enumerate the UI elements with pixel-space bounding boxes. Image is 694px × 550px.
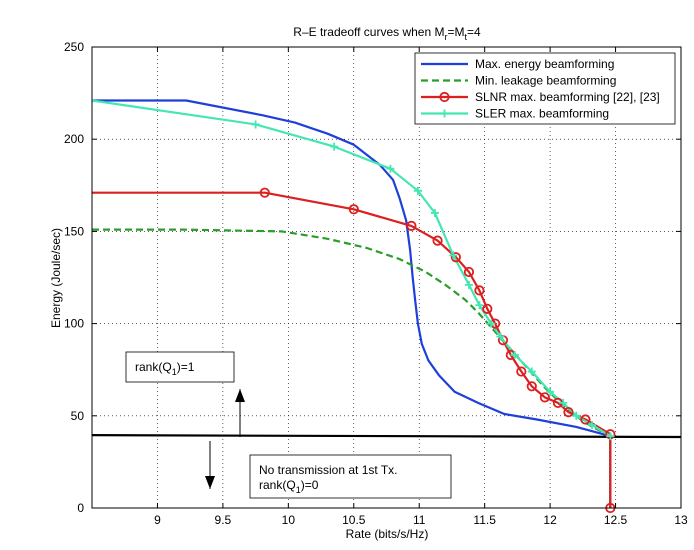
sler-point <box>475 301 484 310</box>
x-tick-label: 9.5 <box>215 513 232 527</box>
sler-point <box>496 332 505 341</box>
y-axis-label: Energy (Joule/sec) <box>49 228 63 328</box>
x-tick-label: 12.5 <box>604 513 628 527</box>
chart-title: R–E tradeoff curves when Mr=Mt=4 <box>293 25 481 42</box>
slnr-point <box>474 285 485 296</box>
slnr-point <box>563 407 574 418</box>
y-tick-label: 0 <box>77 501 84 515</box>
sler-point <box>587 421 596 430</box>
slnr-point <box>259 187 270 198</box>
slnr-point <box>526 381 537 392</box>
sler-point <box>546 387 555 396</box>
sler-point <box>449 251 458 260</box>
slnr-point <box>406 220 417 231</box>
plot-frame <box>91 46 682 509</box>
y-tick-label: 50 <box>71 409 85 423</box>
series-line-4 <box>91 99 611 438</box>
annotation-text-rank1: rank(Q1)=1 <box>135 360 195 377</box>
legend: Max. energy beamforming Min. leakage beam… <box>414 52 676 125</box>
slnr-point <box>450 252 461 263</box>
sler-point <box>527 367 536 376</box>
axis-ticks: 9 9.5 10 10.5 11 11.5 12 12.5 13 0 50 100 150 200 250 <box>64 40 688 527</box>
legend-label-1: Max. energy beamforming <box>475 57 614 71</box>
slnr-point <box>482 303 493 314</box>
annotation-text-rank0: No transmission at 1st Tx. <box>259 463 398 477</box>
y-tick-label: 250 <box>64 40 84 54</box>
slnr-point <box>348 204 359 215</box>
legend-marker-circle <box>439 91 450 103</box>
legend-label-2: Min. leakage beamforming <box>475 74 616 88</box>
rank-boundary-line <box>91 434 682 439</box>
x-axis-label: Rate (bits/s/Hz) <box>346 527 429 541</box>
x-tick-label: 11 <box>413 513 426 527</box>
sler-point <box>487 319 496 328</box>
x-tick-label: 12 <box>543 513 557 527</box>
y-tick-label: 200 <box>64 132 84 146</box>
x-tick-label: 13 <box>674 513 688 527</box>
sler-point <box>510 350 519 359</box>
sler-point <box>413 186 422 195</box>
y-tick-label: 150 <box>64 224 84 238</box>
annotation-text-rank0: rank(Q1)=0 <box>259 478 319 495</box>
x-tick-label: 10.5 <box>342 513 366 527</box>
sler-point <box>559 398 568 407</box>
slnr-point <box>539 392 550 403</box>
annotation-arrow-head-rank1 <box>235 389 245 402</box>
sler-point <box>386 164 395 173</box>
slnr-point <box>463 266 475 278</box>
annotation-box-rank1 <box>125 351 235 383</box>
annotation-arrow-head-rank0 <box>205 476 215 489</box>
sler-point <box>251 120 260 129</box>
annotation-box-rank0 <box>249 454 452 499</box>
sler-point <box>330 142 339 151</box>
x-tick-label: 11.5 <box>473 513 496 527</box>
slnr-point <box>432 235 443 246</box>
sler-point <box>430 208 439 217</box>
slnr-point <box>580 414 591 425</box>
slnr-point <box>516 366 527 377</box>
legend-marker-plus <box>440 109 449 118</box>
sler-point <box>606 432 615 441</box>
legend-label-3: SLNR max. beamforming [22], [23] <box>475 90 660 104</box>
series-line-1 <box>92 99 612 508</box>
x-tick-label: 10 <box>282 513 296 527</box>
sler-point <box>464 280 473 289</box>
sler-point <box>572 411 581 420</box>
annotations: rank(Q1)=1 No transmission at 1st Tx.rank… <box>125 351 452 499</box>
series-markers <box>251 120 616 514</box>
y-tick-label: 100 <box>64 317 84 331</box>
legend-label-4: SLER max. beamforming <box>475 107 609 121</box>
x-tick-label: 9 <box>154 513 161 527</box>
